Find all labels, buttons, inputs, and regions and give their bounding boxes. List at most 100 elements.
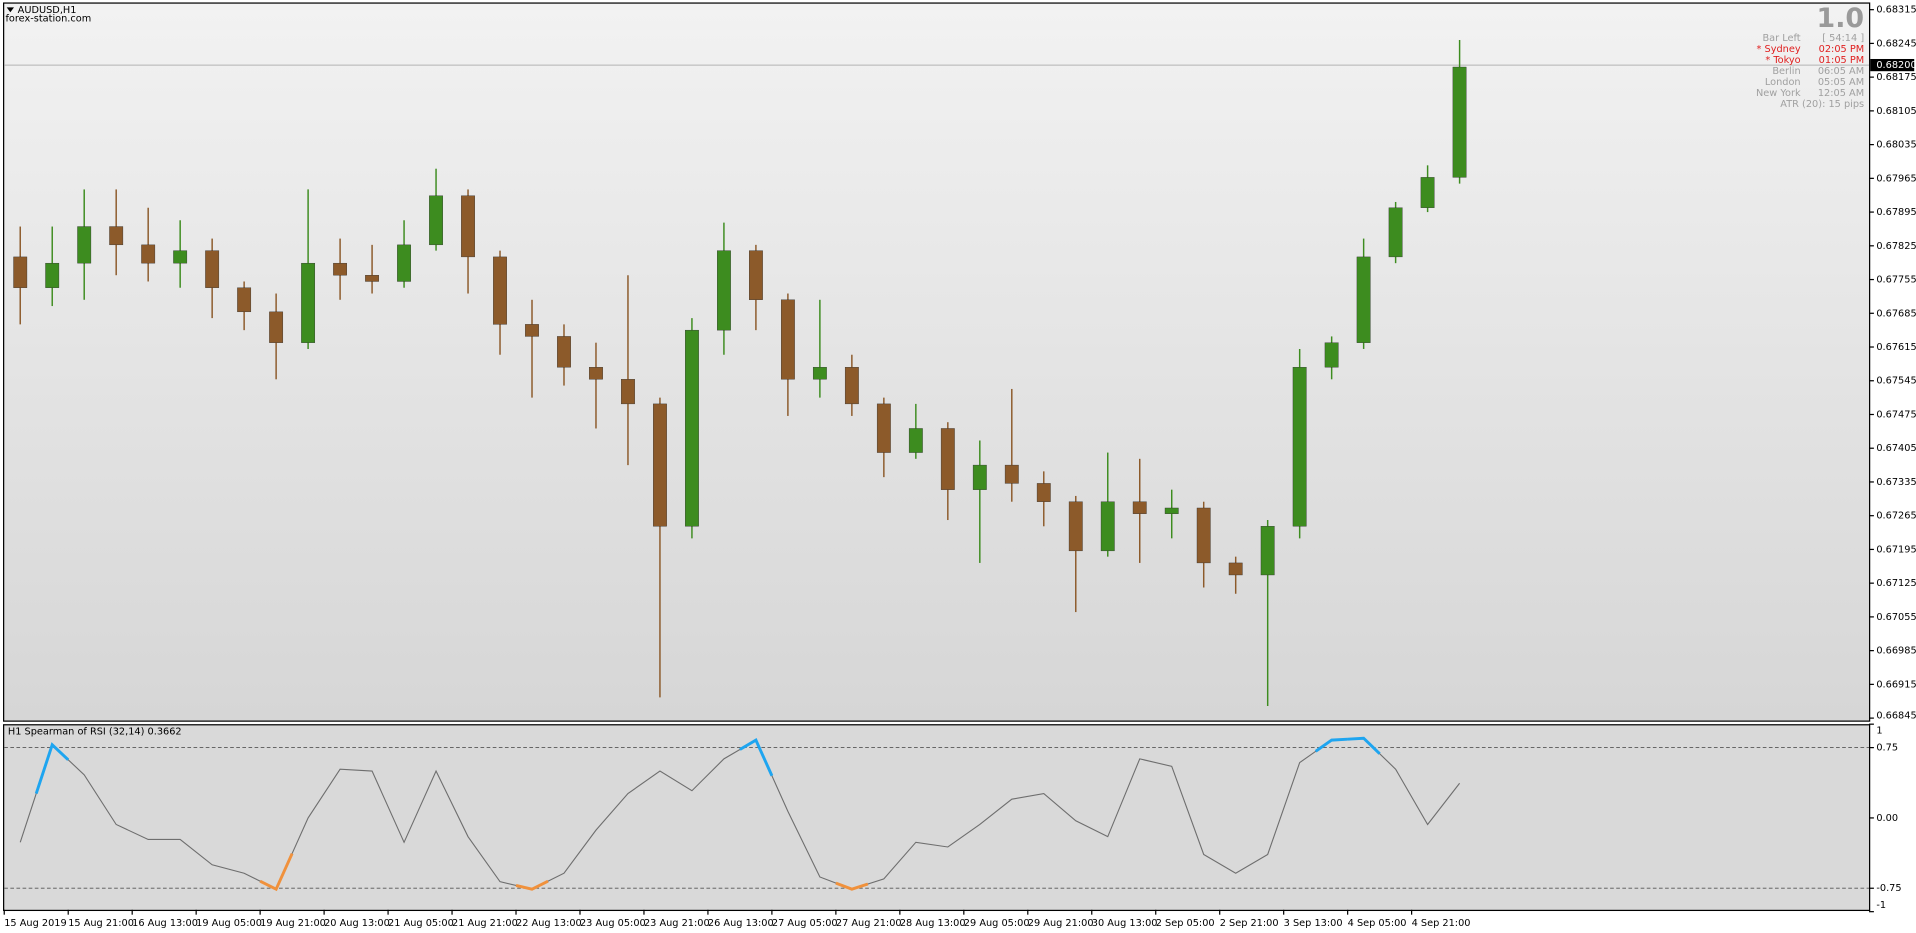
candle-body <box>205 250 220 288</box>
extreme-segment <box>1314 737 1348 753</box>
info-name: London <box>1765 77 1801 88</box>
x-tick-label: 20 Aug 13:00 <box>324 918 390 929</box>
x-tick-label: 26 Aug 13:00 <box>708 918 774 929</box>
info-value: 01:05 PM <box>1819 55 1864 66</box>
x-tick-label: 27 Aug 05:00 <box>772 918 838 929</box>
candle-body <box>493 256 507 325</box>
candle-body <box>1196 507 1211 564</box>
y-tick-label: -0.75 <box>1876 883 1901 894</box>
candle-body <box>1132 501 1147 514</box>
info-name: Berlin <box>1772 66 1800 77</box>
candle-body <box>237 287 252 313</box>
x-tick-label: 4 Sep 05:00 <box>1348 918 1407 929</box>
info-value: 06:05 AM <box>1818 66 1864 77</box>
y-tick-label: 0.67545 <box>1876 376 1916 387</box>
y-tick-label: 0.66985 <box>1876 646 1916 657</box>
symbol-arrow <box>6 7 15 13</box>
candle-body <box>972 464 987 490</box>
candle-body <box>13 256 28 288</box>
candle-body <box>45 262 60 288</box>
x-tick-label: 29 Aug 21:00 <box>1028 918 1094 929</box>
x-tick-label: 4 Sep 21:00 <box>1412 918 1471 929</box>
y-tick-label: 0.67265 <box>1876 511 1916 522</box>
candle-body <box>1228 562 1243 576</box>
candle-body <box>269 311 284 343</box>
candle-body <box>1004 464 1019 484</box>
candle-body <box>908 428 923 453</box>
info-name: New York <box>1756 88 1801 99</box>
candle-body <box>109 226 124 246</box>
extreme-segment <box>1347 736 1381 755</box>
info-name: Bar Left <box>1763 33 1801 44</box>
candle-body <box>685 329 699 527</box>
extreme-segment <box>34 742 70 795</box>
info-value: 12:05 AM <box>1818 88 1864 99</box>
info-name: * Sydney <box>1757 44 1801 55</box>
info-value: 02:05 PM <box>1819 44 1864 55</box>
candle-body <box>365 275 379 282</box>
info-big: 1.0 <box>1817 3 1865 34</box>
candle-body <box>1356 256 1371 343</box>
x-tick-label: 30 Aug 13:00 <box>1092 918 1158 929</box>
candle-body <box>780 299 795 380</box>
candle-body <box>749 250 763 300</box>
info-value: 05:05 AM <box>1818 77 1864 88</box>
y-tick-label: 0.67685 <box>1876 308 1916 319</box>
y-tick-label: 0.68175 <box>1876 72 1916 83</box>
x-tick-label: 15 Aug 21:00 <box>68 918 134 929</box>
y-tick-label: 0.66915 <box>1876 679 1916 690</box>
price-panel <box>3 2 1871 722</box>
candle-body <box>1388 207 1403 258</box>
x-tick-label: 29 Aug 05:00 <box>964 918 1030 929</box>
y-tick-label: 0.68035 <box>1876 140 1916 151</box>
candle-body <box>397 244 411 282</box>
candle-body <box>1324 342 1339 368</box>
x-tick-label: 19 Aug 05:00 <box>196 918 262 929</box>
y-tick-label: 0.67475 <box>1876 409 1916 420</box>
candle-body <box>141 244 156 264</box>
extreme-segment <box>515 879 549 891</box>
extreme-segment <box>259 852 294 892</box>
indicator-title: H1 Spearman of RSI (32,14) 0.3662 <box>8 727 182 738</box>
y-tick-label: 0.67615 <box>1876 342 1916 353</box>
y-tick-label: 0.67335 <box>1876 477 1916 488</box>
candle-body <box>717 250 731 331</box>
x-tick-label: 22 Aug 13:00 <box>516 918 582 929</box>
candle-body <box>621 379 635 405</box>
candle-body <box>940 428 955 490</box>
x-tick-label: 16 Aug 13:00 <box>132 918 198 929</box>
x-tick-label: 3 Sep 13:00 <box>1284 918 1343 929</box>
candle-body <box>173 250 188 264</box>
candle-body <box>653 403 667 527</box>
x-tick-label: 2 Sep 21:00 <box>1220 918 1279 929</box>
candle-body <box>1164 507 1179 514</box>
x-tick-label: 28 Aug 13:00 <box>900 918 966 929</box>
candle-body <box>1068 501 1083 552</box>
candle-body <box>812 367 827 380</box>
x-tick-label: 21 Aug 21:00 <box>452 918 518 929</box>
candle-body <box>1452 66 1467 178</box>
candle-body <box>333 262 347 276</box>
y-tick-label: 0.66845 <box>1876 711 1916 722</box>
candle-body <box>301 262 316 343</box>
indicator-panel <box>3 724 1871 912</box>
y-tick-label: 0.67125 <box>1876 578 1916 589</box>
x-tick-label: 27 Aug 21:00 <box>836 918 902 929</box>
candle-body <box>1292 367 1307 527</box>
symbol-title: AUDUSD,H1 <box>18 5 77 16</box>
y-tick-label: 0.68245 <box>1876 38 1916 49</box>
y-tick-label: 0.67405 <box>1876 443 1916 454</box>
y-tick-label: 0.68105 <box>1876 106 1916 117</box>
info-atr: ATR (20): 15 pips <box>1780 99 1864 110</box>
x-tick-label: 23 Aug 21:00 <box>644 918 710 929</box>
candle-body <box>429 195 443 246</box>
x-tick-label: 19 Aug 21:00 <box>260 918 326 929</box>
candle-body <box>1100 501 1115 552</box>
x-tick-label: 2 Sep 05:00 <box>1156 918 1215 929</box>
candle-body <box>525 324 539 337</box>
y-tick-label: 1 <box>1876 725 1882 736</box>
x-tick-label: 15 Aug 2019 <box>4 918 66 929</box>
candle-body <box>1420 177 1435 208</box>
x-tick-label: 23 Aug 05:00 <box>580 918 646 929</box>
